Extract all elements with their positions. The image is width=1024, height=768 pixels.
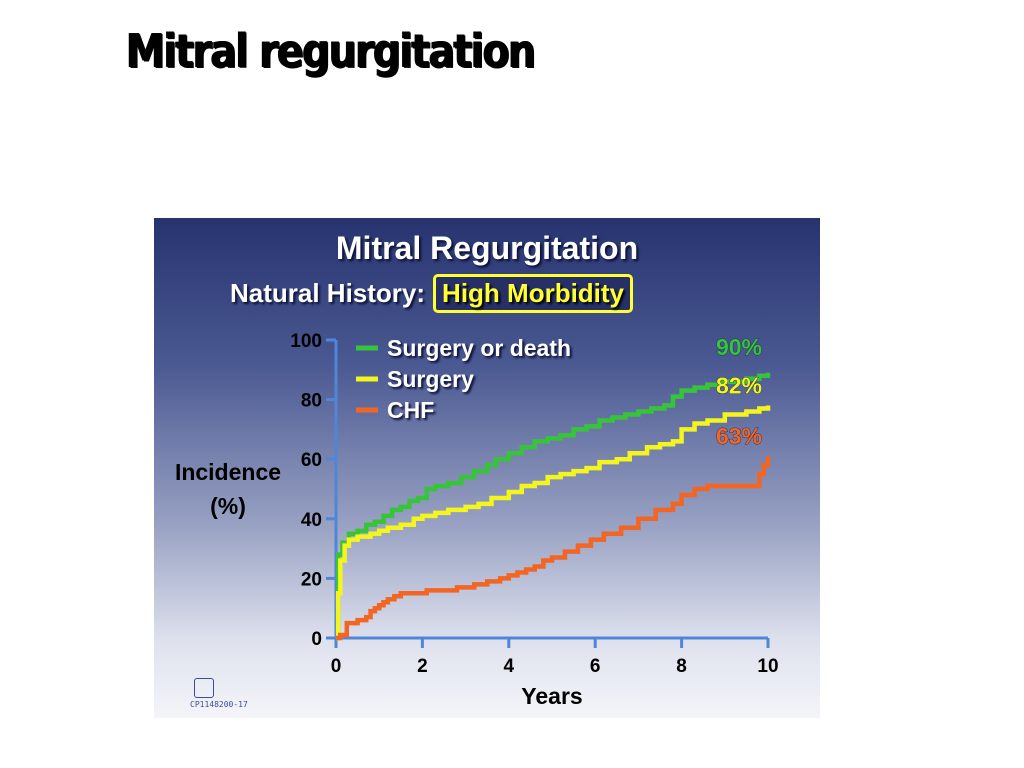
y-axis-label: Incidence	[175, 459, 281, 485]
shield-logo-icon	[194, 678, 214, 698]
chart-panel: 0 20 40 60 80 100 0 2 4 6 8 10 Years Incidence (%) 90%…	[154, 218, 820, 718]
series-end-label: 82%	[716, 373, 762, 399]
slide-title: Mitral regurgitation	[126, 24, 536, 78]
x-tick-label: 2	[417, 656, 428, 677]
chart-title: Mitral Regurgitation	[335, 230, 639, 266]
chart-legend: Surgery or death Surgery CHF	[356, 335, 571, 423]
chart-series: 90% 82% 63%	[335, 333, 771, 641]
chart-subtitle-row: Natural History: High Morbidity	[230, 273, 634, 313]
series-end-label: 90%	[716, 334, 762, 360]
incidence-chart: 0 20 40 60 80 100 0 2 4 6 8 10 Years Incidence (%) 90%…	[175, 331, 779, 709]
legend-label: CHF	[387, 397, 434, 423]
slide-code: CP1148200-17	[190, 700, 248, 709]
series-end-label: 63%	[716, 423, 762, 449]
y-tick-label: 0	[311, 629, 322, 650]
series-line-surgery-or-death	[335, 372, 771, 641]
x-tick-label: 0	[331, 656, 342, 677]
series-line-chf	[336, 456, 771, 641]
y-tick-label: 100	[290, 331, 322, 352]
y-tick-label: 40	[301, 510, 322, 531]
x-tick-label: 10	[757, 656, 778, 677]
y-tick-label: 20	[301, 569, 322, 590]
legend-label: Surgery	[387, 366, 474, 392]
x-tick-label: 4	[504, 656, 515, 677]
x-tick-label: 6	[590, 656, 601, 677]
institution-logo: CP1148200-17	[190, 678, 248, 709]
series-line-surgery	[335, 405, 771, 641]
chart-axes: 0 20 40 60 80 100 0 2 4 6 8 10 Years Incidence (%)	[175, 331, 779, 709]
highlight-badge: High Morbidity	[433, 273, 634, 313]
x-axis-label: Years	[521, 683, 582, 709]
y-tick-label: 80	[301, 391, 322, 412]
y-axis-label: (%)	[210, 493, 246, 519]
legend-label: Surgery or death	[387, 335, 571, 361]
y-tick-label: 60	[301, 450, 322, 471]
x-tick-label: 8	[676, 656, 687, 677]
chart-subtitle: Natural History:	[230, 277, 426, 308]
